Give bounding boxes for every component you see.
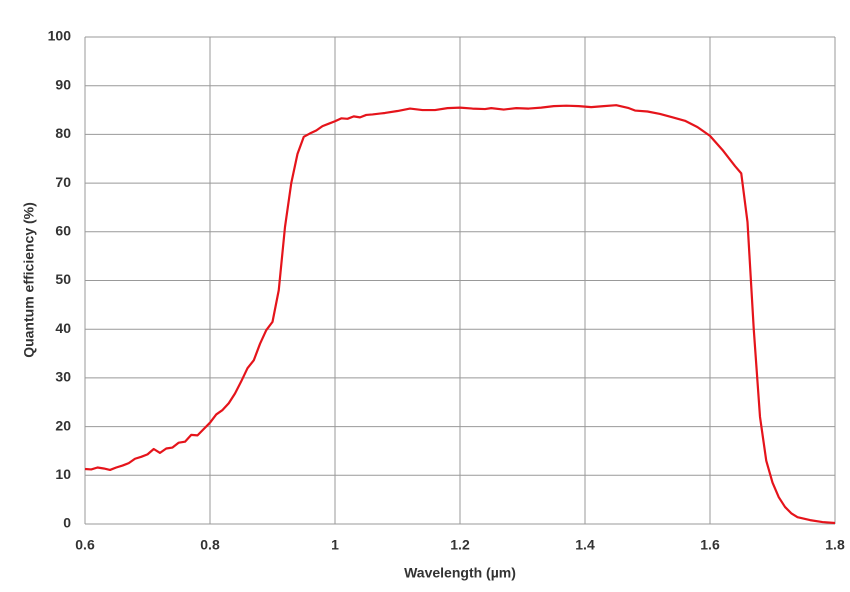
x-tick-label: 1.4 [575, 537, 595, 553]
y-tick-label: 50 [55, 271, 71, 287]
x-tick-label: 1 [331, 537, 339, 553]
y-tick-label: 60 [55, 223, 71, 239]
y-tick-label: 20 [55, 417, 71, 433]
y-tick-label: 90 [55, 76, 71, 92]
y-tick-label: 30 [55, 369, 71, 385]
x-axis-title: Wavelength (µm) [404, 565, 516, 581]
y-tick-label: 10 [55, 466, 71, 482]
data-line [84, 104, 836, 525]
x-tick-label: 1.8 [825, 537, 845, 553]
y-tick-label: 70 [55, 174, 71, 190]
x-tick-label: 1.6 [700, 537, 720, 553]
y-tick-label: 0 [63, 515, 71, 531]
y-tick-label: 80 [55, 125, 71, 141]
x-tick-label: 0.6 [75, 537, 95, 553]
y-axis-title: Quantum efficiency (%) [21, 202, 37, 358]
y-tick-label: 100 [48, 28, 72, 44]
x-tick-label: 1.2 [450, 537, 470, 553]
y-tick-label: 40 [55, 320, 71, 336]
x-tick-label: 0.8 [200, 537, 220, 553]
